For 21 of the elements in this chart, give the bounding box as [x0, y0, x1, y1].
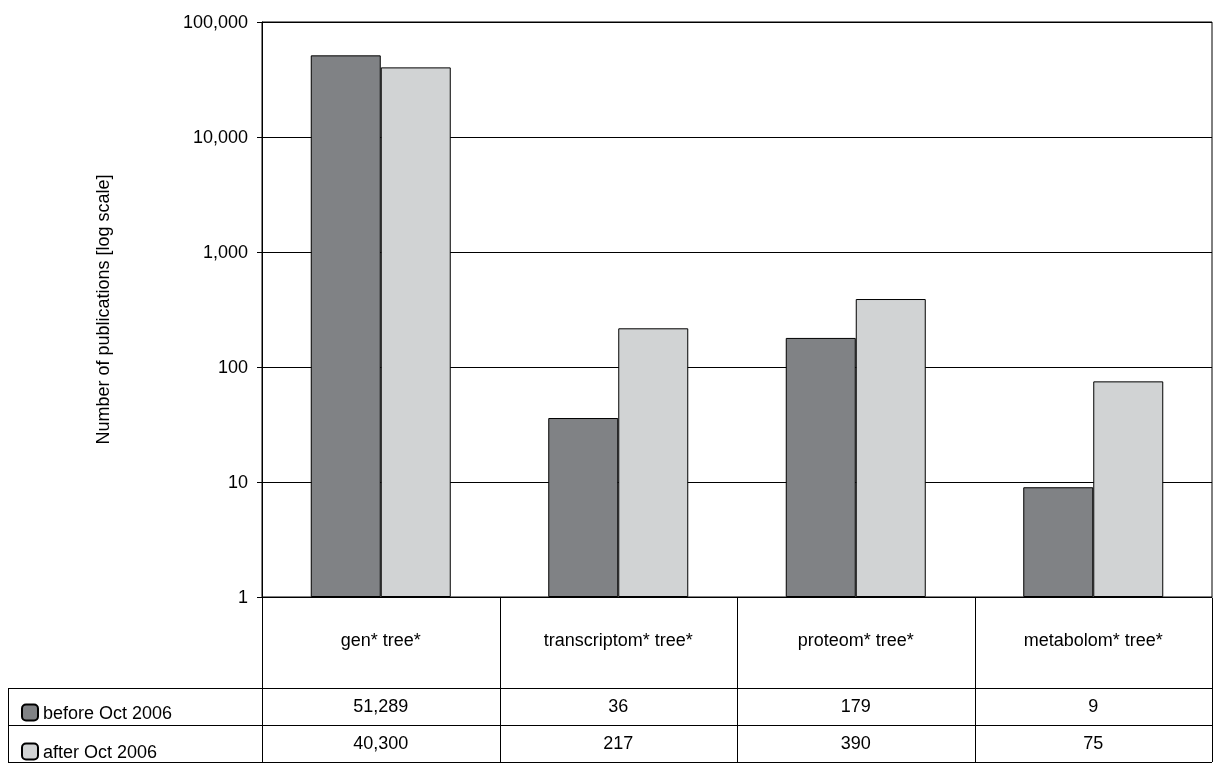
- data-label: 217: [603, 732, 634, 753]
- x-tick-label: gen* tree*: [340, 630, 421, 650]
- data-label: 40,300: [353, 732, 409, 753]
- data-label: 51,289: [353, 695, 409, 716]
- y-tick-label: 1,000: [202, 242, 248, 262]
- legend-label: after Oct 2006: [43, 741, 158, 762]
- y-tick-label: 1: [237, 587, 248, 607]
- y-tick-label: 10: [227, 472, 248, 492]
- data-label: 36: [608, 695, 629, 716]
- data-label: 9: [1088, 695, 1099, 716]
- y-tick-label: 10,000: [192, 127, 248, 147]
- data-label: 75: [1083, 732, 1104, 753]
- x-tick-label: metabolom* tree*: [1023, 630, 1163, 650]
- y-axis-title: Number of publications [log scale]: [93, 174, 113, 445]
- y-tick-label: 100,000: [182, 12, 248, 32]
- y-tick-label: 100: [217, 357, 248, 377]
- x-tick-label: transcriptom* tree*: [543, 630, 693, 650]
- data-label: 179: [840, 695, 871, 716]
- data-label: 390: [840, 732, 871, 753]
- x-tick-label: proteom* tree*: [797, 630, 914, 650]
- legend-label: before Oct 2006: [43, 702, 173, 723]
